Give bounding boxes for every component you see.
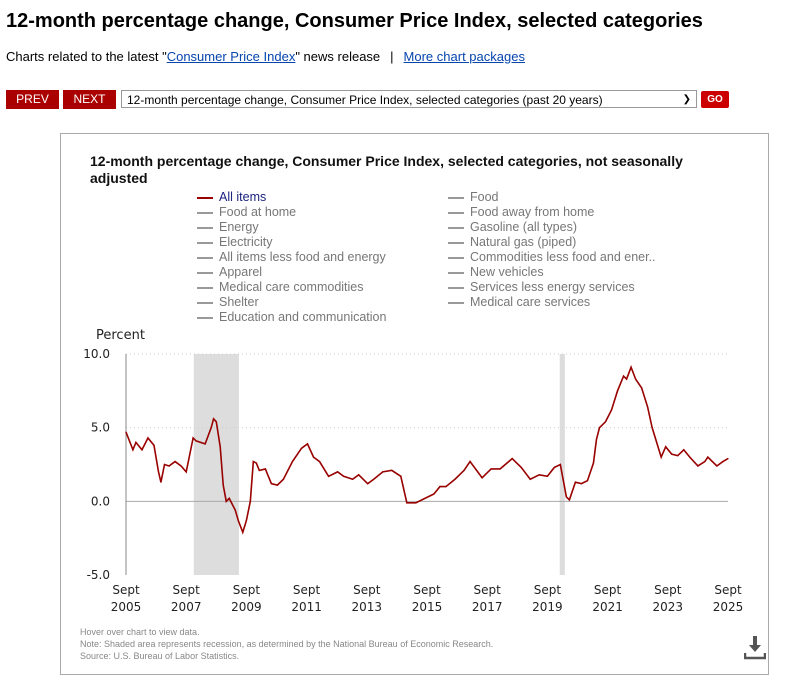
source-note: Source: U.S. Bureau of Labor Statistics. xyxy=(80,651,240,661)
legend-item[interactable]: Natural gas (piped) xyxy=(448,235,576,250)
chart-title: 12-month percentage change, Consumer Pri… xyxy=(90,153,683,186)
legend-item[interactable]: Services less energy services xyxy=(448,280,635,295)
chevron-down-icon: ❯ xyxy=(682,94,691,105)
go-button[interactable]: GO xyxy=(701,91,729,108)
legend-item[interactable]: Gasoline (all types) xyxy=(448,220,577,235)
legend-swatch xyxy=(448,211,464,214)
legend-label: Services less energy services xyxy=(470,280,635,294)
legend-swatch xyxy=(197,286,213,289)
legend-swatch xyxy=(448,226,464,229)
legend-swatch xyxy=(197,211,213,214)
next-button[interactable]: NEXT xyxy=(63,90,116,109)
legend-swatch xyxy=(448,196,464,199)
legend-item[interactable]: Food at home xyxy=(197,205,296,220)
legend-swatch xyxy=(448,271,464,274)
chart-container xyxy=(60,133,769,675)
chart-select-value: 12-month percentage change, Consumer Pri… xyxy=(127,93,603,107)
legend-label: Medical care commodities xyxy=(219,280,364,294)
legend-item[interactable]: Education and communication xyxy=(197,310,386,325)
legend-item[interactable]: Medical care services xyxy=(448,295,590,310)
legend-swatch xyxy=(197,271,213,274)
related-text: Charts related to the latest "Consumer P… xyxy=(6,49,525,64)
download-icon[interactable] xyxy=(744,636,766,660)
legend-label: Energy xyxy=(219,220,259,234)
recession-note: Note: Shaded area represents recession, … xyxy=(80,639,494,649)
legend-label: Food at home xyxy=(219,205,297,219)
legend-swatch xyxy=(197,196,213,199)
legend-item[interactable]: Energy xyxy=(197,220,259,235)
legend-label: Medical care services xyxy=(470,295,591,309)
legend-label: Food xyxy=(470,190,499,204)
legend-label: All items xyxy=(219,190,267,204)
separator: | xyxy=(390,49,394,64)
legend-label: Food away from home xyxy=(470,205,595,219)
more-chart-packages-link[interactable]: More chart packages xyxy=(403,49,525,64)
legend-swatch xyxy=(448,301,464,304)
hover-note: Hover over chart to view data. xyxy=(80,627,200,637)
legend-label: Electricity xyxy=(219,235,273,249)
legend-swatch xyxy=(197,301,213,304)
legend-label: Shelter xyxy=(219,295,259,309)
chart-notes: Hover over chart to view data. Note: Sha… xyxy=(80,626,493,662)
chart-select[interactable]: 12-month percentage change, Consumer Pri… xyxy=(121,90,697,108)
legend-label: Natural gas (piped) xyxy=(470,235,577,249)
related-prefix: Charts related to the latest " xyxy=(6,49,167,64)
legend-swatch xyxy=(197,256,213,259)
legend-item[interactable]: Shelter xyxy=(197,295,259,310)
legend-item[interactable]: Food xyxy=(448,190,499,205)
legend-item[interactable]: New vehicles xyxy=(448,265,544,280)
legend-item[interactable]: Food away from home xyxy=(448,205,594,220)
prev-button[interactable]: PREV xyxy=(6,90,59,109)
legend-item[interactable]: Medical care commodities xyxy=(197,280,364,295)
legend-swatch xyxy=(197,316,213,319)
legend-label: Apparel xyxy=(219,265,263,279)
legend-swatch xyxy=(448,286,464,289)
legend-item[interactable]: All items less food and energy xyxy=(197,250,386,265)
legend-label: Gasoline (all types) xyxy=(470,220,577,234)
legend-label: Commodities less food and ener.. xyxy=(470,250,656,264)
legend-swatch xyxy=(197,226,213,229)
related-suffix: " news release xyxy=(295,49,381,64)
legend-swatch xyxy=(448,256,464,259)
legend-swatch xyxy=(448,241,464,244)
legend-label: All items less food and energy xyxy=(219,250,386,264)
legend-label: New vehicles xyxy=(470,265,544,279)
page-title: 12-month percentage change, Consumer Pri… xyxy=(6,10,703,32)
legend-item[interactable]: Apparel xyxy=(197,265,262,280)
legend-item[interactable]: Electricity xyxy=(197,235,272,250)
legend-label: Education and communication xyxy=(219,310,387,324)
legend-item[interactable]: All items xyxy=(197,190,266,205)
legend-item[interactable]: Commodities less food and ener.. xyxy=(448,250,656,265)
legend-swatch xyxy=(197,241,213,244)
cpi-news-link[interactable]: Consumer Price Index xyxy=(166,49,296,64)
